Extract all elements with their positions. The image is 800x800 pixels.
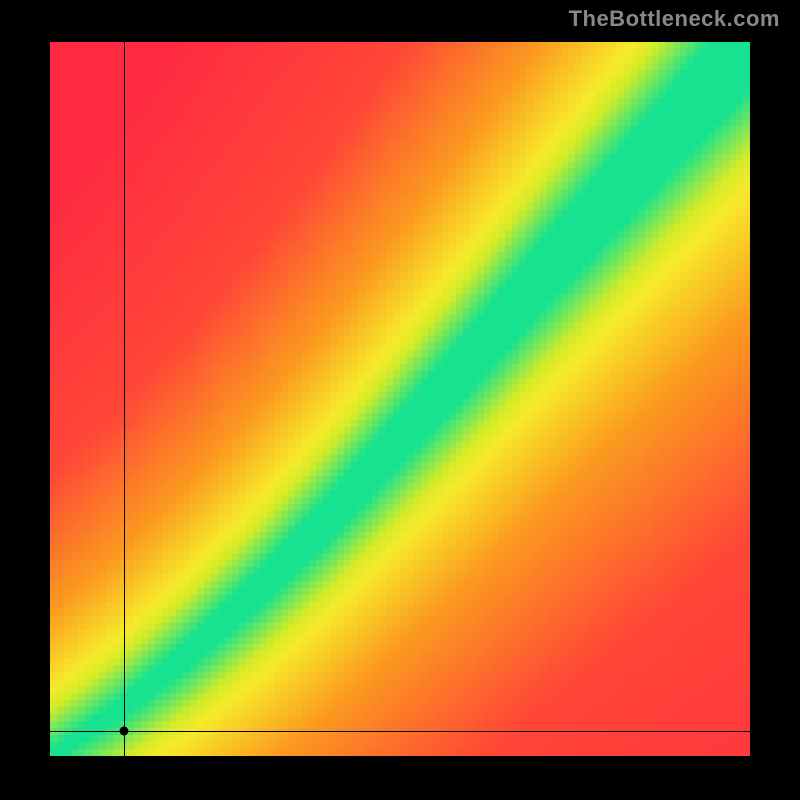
selection-marker [119,727,128,736]
crosshair-horizontal [50,731,750,732]
attribution-text: TheBottleneck.com [569,6,780,32]
crosshair-vertical [124,42,125,756]
heatmap-canvas [50,42,750,756]
bottleneck-heatmap [50,42,750,756]
